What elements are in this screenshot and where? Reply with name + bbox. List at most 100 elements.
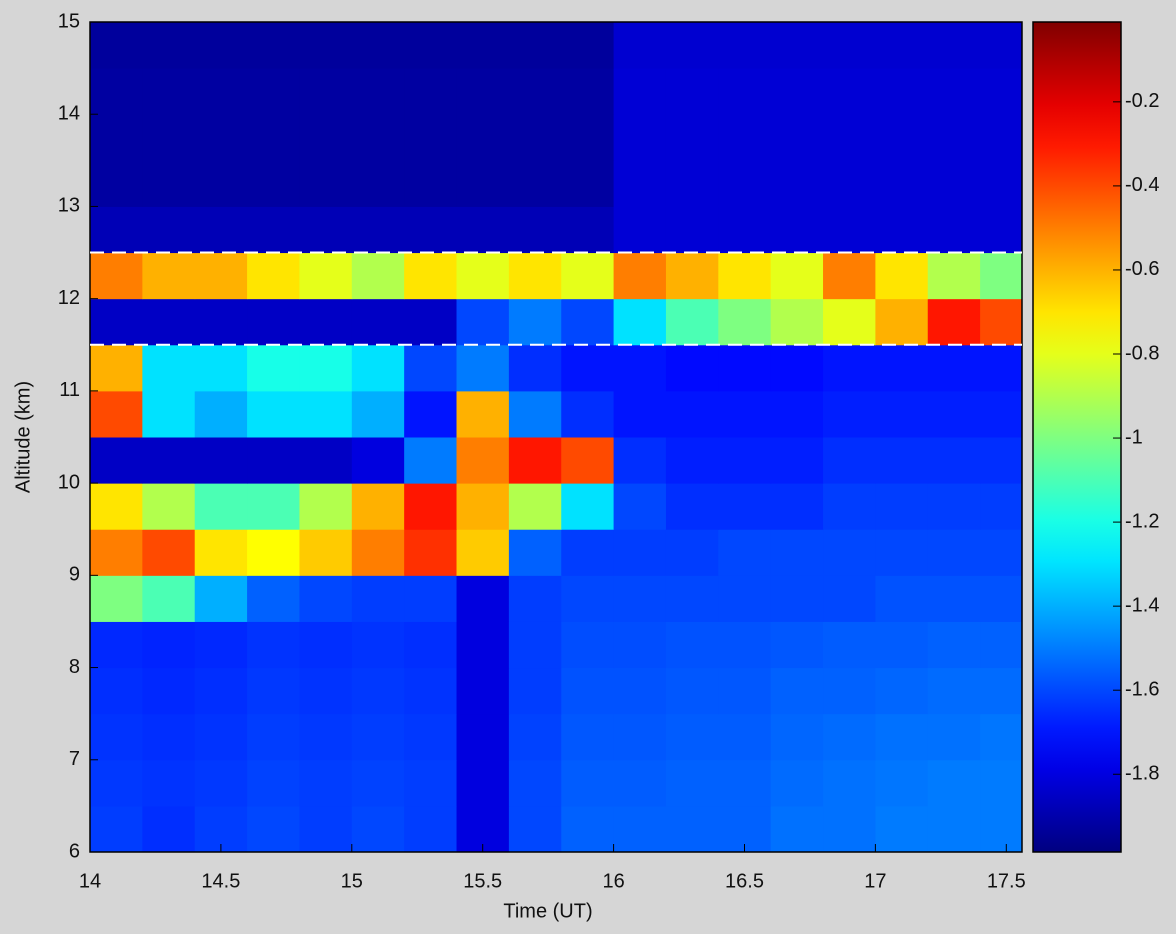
heatmap-cell (927, 759, 981, 807)
heatmap-cell (404, 22, 458, 69)
heatmap-cell (508, 390, 562, 438)
heatmap-cell (299, 22, 353, 69)
heatmap-cell (404, 160, 458, 207)
heatmap-cell (875, 621, 929, 669)
heatmap-cell (718, 759, 772, 807)
heatmap-cell (508, 68, 562, 115)
y-axis-label: Altitude (km) (12, 381, 34, 493)
heatmap-cell (90, 529, 143, 576)
heatmap-cell (142, 483, 196, 530)
heatmap-cell (980, 206, 1022, 254)
heatmap-cell (613, 805, 667, 852)
heatmap-cell (142, 575, 196, 622)
heatmap-cell (927, 483, 981, 530)
heatmap-cell (665, 252, 719, 300)
heatmap-cell (247, 22, 300, 69)
heatmap-cell (142, 437, 196, 484)
heatmap-cell (194, 160, 248, 207)
colorbar-tick-label: -1.2 (1125, 510, 1159, 532)
colorbar-tick-label: -0.2 (1125, 90, 1159, 112)
heatmap-cell (404, 252, 458, 300)
heatmap-cell (508, 483, 562, 530)
heatmap-cell (194, 621, 248, 669)
heatmap-cell (875, 206, 929, 254)
heatmap-cell (613, 252, 667, 300)
heatmap-cell (247, 114, 300, 161)
heatmap-cell (875, 160, 929, 207)
heatmap-cell (508, 344, 562, 392)
heatmap-cell (351, 483, 405, 530)
heatmap-cell (299, 160, 353, 207)
heatmap-cell (980, 529, 1022, 576)
heatmap-cell (142, 344, 196, 392)
heatmap-cell (194, 713, 248, 761)
heatmap-cell (90, 390, 143, 438)
heatmap-cell (247, 160, 300, 207)
heatmap-cell (247, 805, 300, 852)
x-tick-label: 14 (79, 870, 101, 892)
heatmap-cell (351, 68, 405, 115)
heatmap-cell (980, 483, 1022, 530)
heatmap-cell (823, 298, 876, 346)
heatmap-cell (718, 344, 772, 392)
heatmap-cell (194, 22, 248, 69)
heatmap-cell (665, 759, 719, 807)
x-tick-label: 15.5 (463, 870, 502, 892)
heatmap (90, 22, 1022, 852)
heatmap-cell (299, 68, 353, 115)
heatmap-cell (770, 344, 824, 392)
heatmap-cell (404, 759, 458, 807)
heatmap-cell (247, 667, 300, 715)
heatmap-cell (875, 22, 929, 69)
heatmap-cell (404, 206, 458, 254)
colorbar-tick-label: -0.4 (1125, 174, 1159, 196)
heatmap-cell (718, 437, 772, 484)
heatmap-cell (613, 437, 667, 484)
heatmap-cell (875, 68, 929, 115)
heatmap-cell (247, 298, 300, 346)
heatmap-cell (90, 621, 143, 669)
x-tick-label: 14.5 (201, 870, 240, 892)
y-tick-label: 10 (58, 471, 80, 493)
heatmap-cell (770, 437, 824, 484)
x-axis-label: Time (UT) (503, 900, 592, 922)
heatmap-cell (875, 575, 929, 622)
heatmap-cell (404, 713, 458, 761)
heatmap-cell (142, 160, 196, 207)
heatmap-cell (561, 621, 615, 669)
heatmap-cell (456, 575, 510, 622)
heatmap-cell (90, 805, 143, 852)
heatmap-cell (456, 529, 510, 576)
heatmap-cell (142, 621, 196, 669)
heatmap-cell (665, 713, 719, 761)
heatmap-cell (561, 206, 615, 254)
heatmap-cell (927, 390, 981, 438)
heatmap-cell (90, 252, 143, 300)
heatmap-cell (299, 621, 353, 669)
heatmap-cell (299, 298, 353, 346)
heatmap-cell (927, 68, 981, 115)
heatmap-cell (456, 483, 510, 530)
heatmap-cell (561, 68, 615, 115)
heatmap-cell (927, 206, 981, 254)
heatmap-cell (561, 114, 615, 161)
heatmap-cell (823, 621, 876, 669)
heatmap-cell (90, 759, 143, 807)
colorbar-tick-label: -1 (1125, 426, 1143, 448)
colorbar-tick-label: -1.6 (1125, 678, 1159, 700)
heatmap-cell (351, 160, 405, 207)
heatmap-cell (718, 713, 772, 761)
heatmap-cell (980, 621, 1022, 669)
heatmap-cell (665, 575, 719, 622)
heatmap-cell (561, 759, 615, 807)
colorbar-tick-label: -0.8 (1125, 342, 1159, 364)
heatmap-cell (561, 252, 615, 300)
heatmap-cell (351, 713, 405, 761)
heatmap-cell (665, 437, 719, 484)
heatmap-cell (770, 759, 824, 807)
x-tick-label: 15 (341, 870, 363, 892)
heatmap-cell (927, 529, 981, 576)
heatmap-cell (90, 206, 143, 254)
heatmap-cell (299, 344, 353, 392)
